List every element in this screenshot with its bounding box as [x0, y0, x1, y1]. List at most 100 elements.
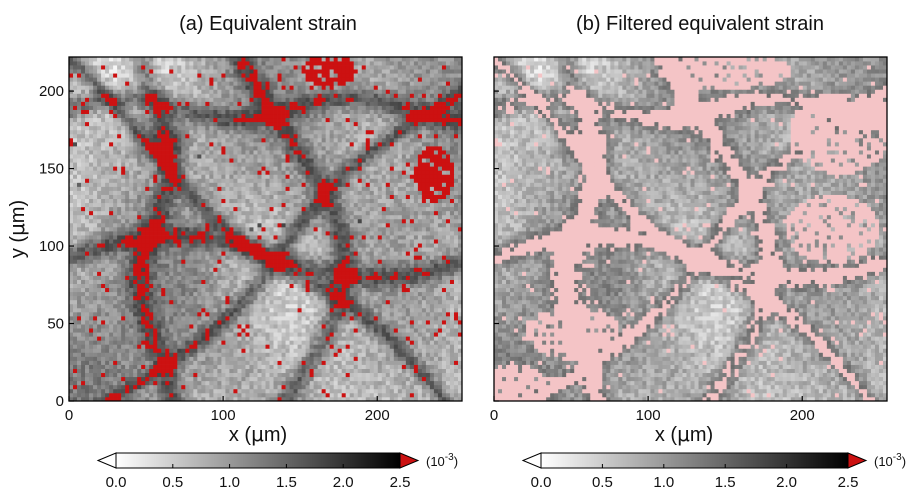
- heatmap-cell: [213, 364, 218, 369]
- heatmap-cell: [225, 364, 230, 369]
- heatmap-cell: [405, 222, 411, 228]
- heatmap-cell: [309, 344, 314, 349]
- heatmap-cell: [109, 307, 114, 313]
- heatmap-cell: [257, 295, 262, 301]
- heatmap-cell: [349, 194, 355, 199]
- heatmap-cell: [293, 222, 298, 228]
- heatmap-cell: [393, 320, 399, 325]
- heatmap-cell: [153, 320, 158, 325]
- heatmap-cell: [369, 360, 375, 365]
- heatmap-cell: [145, 206, 150, 212]
- heatmap-cell: [337, 336, 343, 341]
- heatmap-cell: [237, 271, 242, 276]
- heatmap-cell: [137, 368, 142, 374]
- heatmap-cell: [73, 380, 78, 386]
- heatmap-cell: [297, 231, 302, 236]
- heatmap-cell: [137, 194, 142, 199]
- heatmap-cell: [329, 344, 335, 349]
- heatmap-cell: [177, 344, 182, 349]
- heatmap-cell: [313, 336, 318, 341]
- heatmap-cell: [353, 336, 359, 341]
- heatmap-cell: [245, 320, 250, 325]
- heatmap-cell: [161, 202, 166, 208]
- heatmap-cell: [357, 255, 363, 260]
- heatmap-cell: [233, 239, 238, 244]
- heatmap-cell: [369, 263, 375, 268]
- heatmap-cell: [73, 376, 78, 382]
- heatmap-cell: [409, 328, 415, 333]
- heatmap-cell: [333, 311, 339, 317]
- heatmap-cell: [273, 235, 278, 240]
- heatmap-cell: [233, 243, 238, 248]
- heatmap-cell: [353, 311, 359, 317]
- heatmap-cell: [361, 372, 367, 378]
- heatmap-cell: [409, 388, 415, 394]
- heatmap-cell: [149, 247, 154, 252]
- heatmap-cell: [161, 396, 166, 402]
- heatmap-cell: [161, 328, 166, 333]
- heatmap-cell: [317, 299, 322, 305]
- heatmap-cell: [357, 396, 363, 402]
- heatmap-cell: [457, 352, 463, 357]
- heatmap-cell: [457, 332, 463, 337]
- heatmap-cell: [149, 336, 154, 341]
- heatmap-cell: [365, 255, 371, 260]
- heatmap-cell: [449, 226, 455, 232]
- heatmap-cell: [117, 243, 122, 248]
- heatmap-cell: [325, 259, 331, 264]
- heatmap-cell: [245, 392, 250, 398]
- heatmap-cell: [361, 291, 367, 297]
- heatmap-cell: [377, 299, 383, 305]
- heatmap-cell: [285, 336, 290, 341]
- heatmap-cell: [309, 324, 314, 329]
- heatmap-cell: [253, 328, 258, 333]
- heatmap-cell: [169, 235, 174, 240]
- heatmap-cell: [269, 218, 274, 224]
- heatmap-cell: [205, 279, 210, 284]
- heatmap-cell: [93, 368, 98, 374]
- heatmap-cell: [413, 287, 419, 293]
- heatmap-cell: [421, 259, 427, 264]
- heatmap-cell: [345, 336, 351, 341]
- heatmap-cell: [233, 372, 238, 378]
- heatmap-cell: [405, 388, 411, 394]
- heatmap-cell: [449, 263, 455, 268]
- heatmap-cell: [417, 222, 423, 228]
- heatmap-cell: [385, 299, 391, 305]
- heatmap-cell: [269, 392, 274, 398]
- heatmap-cell: [109, 364, 114, 369]
- heatmap-cell: [69, 396, 74, 402]
- heatmap-cell: [373, 214, 379, 220]
- heatmap-cell: [285, 218, 290, 224]
- heatmap-cell: [433, 332, 439, 337]
- heatmap-cell: [125, 210, 130, 216]
- heatmap-cell: [129, 251, 134, 256]
- heatmap-cell: [81, 271, 86, 276]
- heatmap-cell: [381, 263, 387, 268]
- heatmap-cell: [393, 198, 399, 204]
- heatmap-cell: [137, 392, 142, 398]
- heatmap-cell: [213, 295, 218, 301]
- heatmap-cell: [149, 352, 154, 357]
- panel-a-title: (a) Equivalent strain: [179, 13, 357, 35]
- heatmap-cell: [333, 267, 339, 272]
- heatmap-cell: [137, 218, 142, 224]
- heatmap-cell: [125, 247, 130, 252]
- heatmap-cell: [433, 356, 439, 361]
- heatmap-cell: [389, 275, 395, 280]
- heatmap-cell: [221, 332, 226, 337]
- heatmap-cell: [313, 356, 318, 361]
- heatmap-cell: [133, 324, 138, 329]
- heatmap-cell: [445, 376, 451, 382]
- heatmap-cell: [397, 243, 403, 248]
- heatmap-cell: [281, 206, 286, 212]
- heatmap-cell: [169, 194, 174, 199]
- heatmap-cell: [189, 239, 194, 244]
- heatmap-cell: [205, 218, 210, 224]
- heatmap-cell: [165, 344, 170, 349]
- heatmap-cell: [113, 299, 118, 305]
- heatmap-cell: [385, 239, 391, 244]
- heatmap-cell: [421, 275, 427, 280]
- heatmap-cell: [401, 218, 407, 224]
- heatmap-cell: [437, 311, 443, 317]
